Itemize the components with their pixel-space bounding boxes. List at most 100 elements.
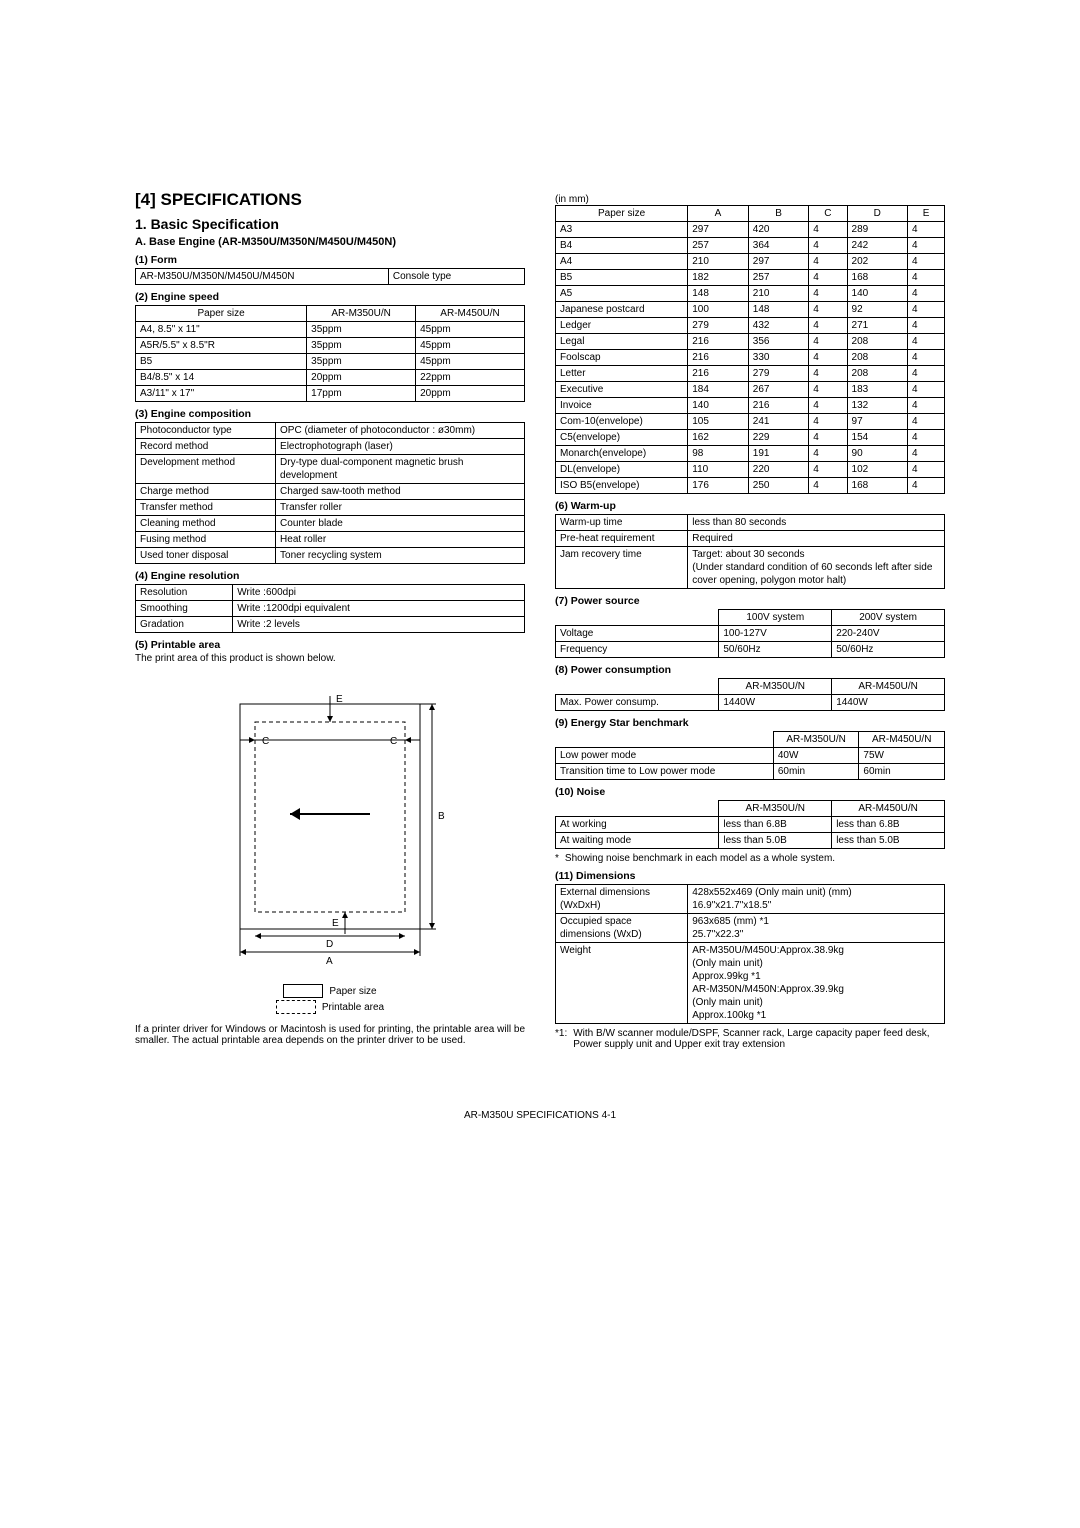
form-heading: (1) Form (135, 254, 525, 266)
page-title: [4] SPECIFICATIONS (135, 190, 525, 210)
speed-header: AR-M450U/N (416, 306, 525, 322)
table-cell: 4 (908, 270, 945, 286)
speed-header: Paper size (136, 306, 307, 322)
speed-table: Paper size AR-M350U/N AR-M450U/N A4, 8.5… (135, 305, 525, 402)
composition-heading: (3) Engine composition (135, 408, 525, 420)
table-cell: 191 (748, 446, 809, 462)
page-footer: AR-M350U SPECIFICATIONS 4-1 (135, 1110, 945, 1121)
speed-heading: (2) Engine speed (135, 291, 525, 303)
table-cell: 364 (748, 238, 809, 254)
table-cell: 132 (847, 398, 908, 414)
table-cell: B4 (556, 238, 688, 254)
table-cell: 4 (809, 478, 847, 494)
printable-area-diagram: E C C B (200, 674, 460, 974)
table-cell: 4 (908, 478, 945, 494)
table-cell: 4 (908, 382, 945, 398)
warmup-heading: (6) Warm-up (555, 500, 945, 512)
table-cell: 4 (908, 398, 945, 414)
table-cell: Com-10(envelope) (556, 414, 688, 430)
table-cell: 297 (748, 254, 809, 270)
table-cell: 4 (809, 318, 847, 334)
table-cell: 279 (688, 318, 749, 334)
speed-header: AR-M350U/N (307, 306, 416, 322)
legend-paper-size: Paper size (135, 984, 525, 998)
table-cell: 4 (809, 238, 847, 254)
legend-printable-area: Printable area (135, 1000, 525, 1014)
noise-note: *Showing noise benchmark in each model a… (555, 853, 945, 864)
table-cell: 4 (809, 302, 847, 318)
table-cell: A4 (556, 254, 688, 270)
table-cell: 208 (847, 366, 908, 382)
table-cell: 4 (809, 382, 847, 398)
table-cell: 4 (908, 462, 945, 478)
table-cell: Japanese postcard (556, 302, 688, 318)
power-heading: (7) Power source (555, 595, 945, 607)
noise-heading: (10) Noise (555, 786, 945, 798)
form-label: AR-M350U/M350N/M450U/M450N (136, 269, 389, 285)
printable-heading: (5) Printable area (135, 639, 525, 651)
table-cell: 4 (908, 366, 945, 382)
table-cell: 4 (908, 286, 945, 302)
table-cell: 162 (688, 430, 749, 446)
table-cell: 184 (688, 382, 749, 398)
table-cell: 208 (847, 350, 908, 366)
table-cell: 4 (809, 430, 847, 446)
table-cell: Monarch(envelope) (556, 446, 688, 462)
table-cell: 220 (748, 462, 809, 478)
consump-table: AR-M350U/NAR-M450U/N Max. Power consump.… (555, 678, 945, 711)
table-cell: 297 (688, 222, 749, 238)
table-cell: Foolscap (556, 350, 688, 366)
table-cell: 148 (748, 302, 809, 318)
table-cell: Legal (556, 334, 688, 350)
energy-heading: (9) Energy Star benchmark (555, 717, 945, 729)
resolution-heading: (4) Engine resolution (135, 570, 525, 582)
table-cell: Invoice (556, 398, 688, 414)
table-cell: 4 (908, 446, 945, 462)
printable-intro: The print area of this product is shown … (135, 653, 525, 664)
table-cell: 98 (688, 446, 749, 462)
table-cell: 4 (809, 366, 847, 382)
table-cell: 4 (809, 334, 847, 350)
table-cell: 208 (847, 334, 908, 350)
table-cell: 148 (688, 286, 749, 302)
table-cell: 210 (748, 286, 809, 302)
table-cell: B5 (556, 270, 688, 286)
table-cell: A3 (556, 222, 688, 238)
section-1a-heading: A. Base Engine (AR-M350U/M350N/M450U/M45… (135, 236, 525, 248)
table-cell: 100 (688, 302, 749, 318)
table-cell: 4 (809, 286, 847, 302)
table-cell: 4 (908, 222, 945, 238)
table-cell: 140 (847, 286, 908, 302)
power-table: 100V system200V system Voltage100-127V22… (555, 609, 945, 658)
table-cell: 154 (847, 430, 908, 446)
legend-solid-swatch (283, 984, 323, 998)
table-cell: 4 (908, 302, 945, 318)
table-cell: 105 (688, 414, 749, 430)
table-cell: 257 (748, 270, 809, 286)
table-cell: 4 (908, 254, 945, 270)
table-cell: 92 (847, 302, 908, 318)
table-cell: ISO B5(envelope) (556, 478, 688, 494)
table-cell: DL(envelope) (556, 462, 688, 478)
table-cell: 4 (908, 318, 945, 334)
consump-heading: (8) Power consumption (555, 664, 945, 676)
table-cell: 229 (748, 430, 809, 446)
form-table: AR-M350U/M350N/M450U/M450N Console type (135, 268, 525, 285)
table-cell: 4 (809, 414, 847, 430)
noise-table: AR-M350U/NAR-M450U/N At workingless than… (555, 800, 945, 849)
table-cell: 4 (809, 446, 847, 462)
legend-dash-swatch (276, 1000, 316, 1014)
paper-dimension-table: Paper size A B C D E A329742042894B42573… (555, 205, 945, 494)
dimensions-footnote: *1: With B/W scanner module/DSPF, Scanne… (555, 1028, 945, 1050)
table-cell: 176 (688, 478, 749, 494)
table-cell: 4 (908, 334, 945, 350)
svg-text:B: B (438, 811, 445, 822)
table-cell: 102 (847, 462, 908, 478)
energy-table: AR-M350U/NAR-M450U/N Low power mode40W75… (555, 731, 945, 780)
table-cell: 271 (847, 318, 908, 334)
table-cell: 4 (908, 238, 945, 254)
table-cell: 216 (748, 398, 809, 414)
svg-text:E: E (336, 694, 343, 705)
svg-text:C: C (262, 736, 269, 747)
table-cell: Executive (556, 382, 688, 398)
